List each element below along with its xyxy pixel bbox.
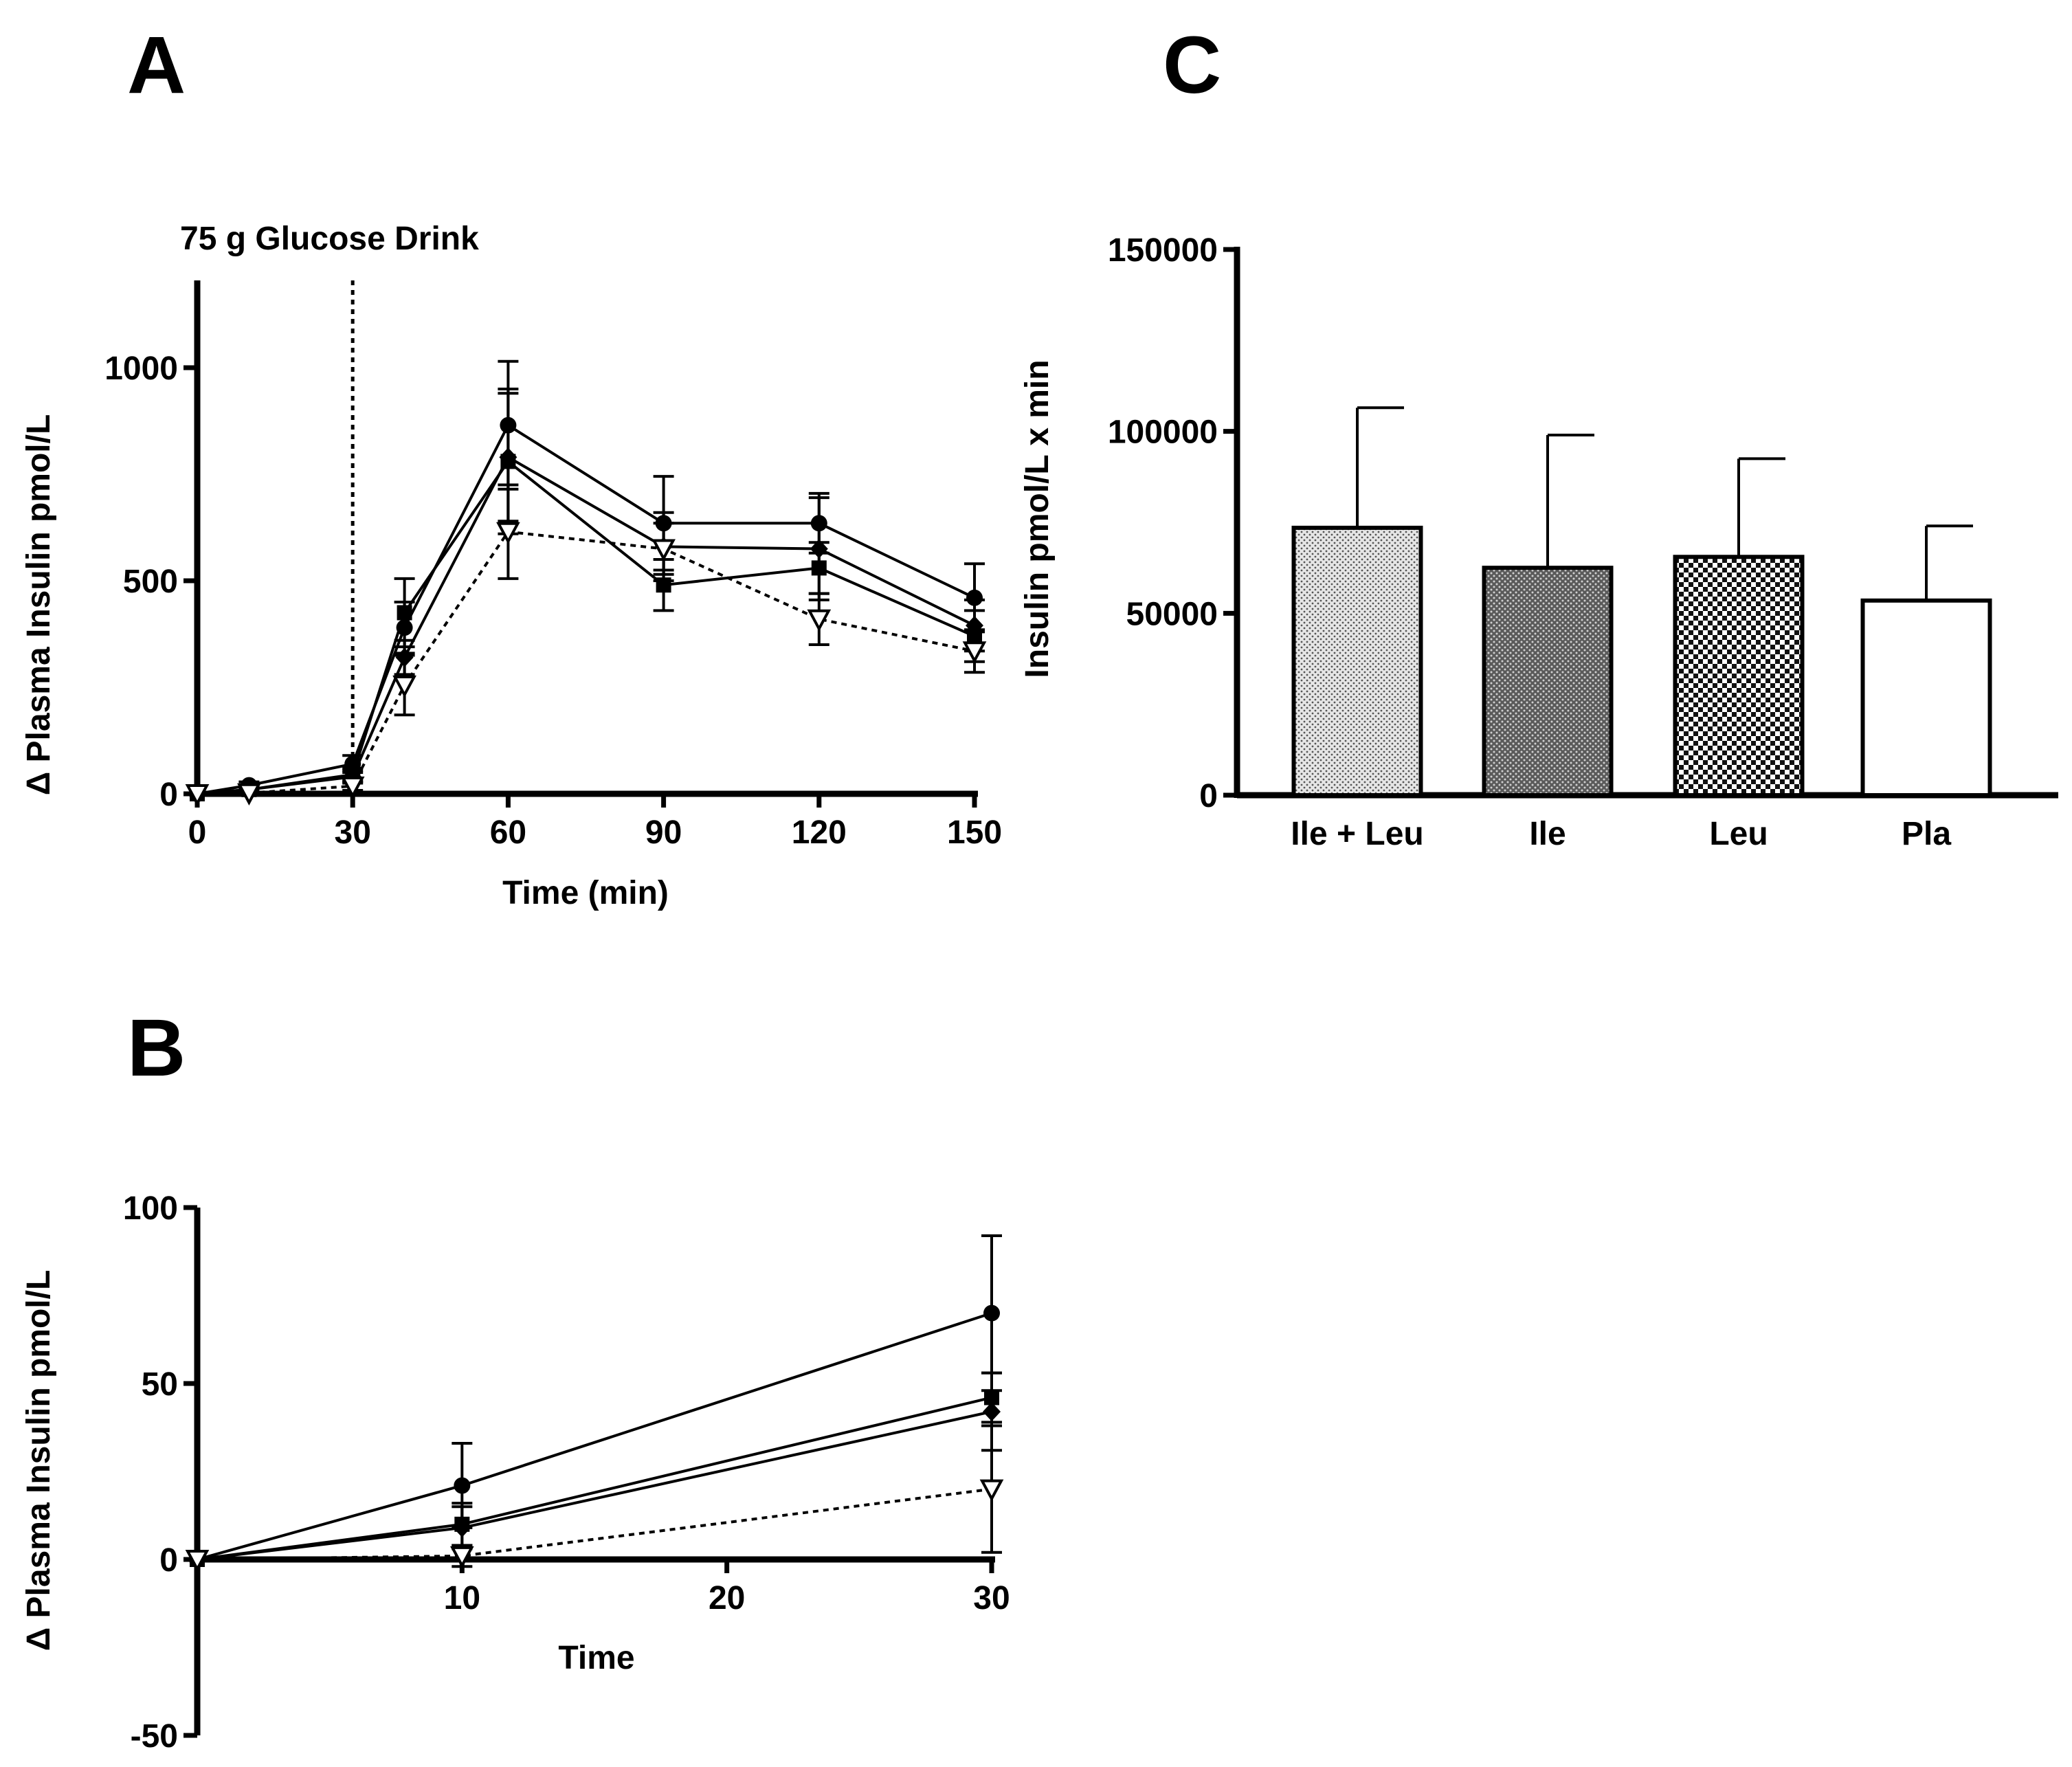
panel-c-chart: Insulin pmol/L x min 0 50000 100000 150000 I… — [1019, 232, 2058, 852]
panel-b-y-tick-label: 0 — [159, 1542, 178, 1579]
panel-a-series-1-point — [655, 515, 672, 532]
panel-b-series-3-point — [453, 1518, 471, 1537]
panel-a-series-2-line — [197, 459, 975, 795]
panel-a-series-4-point — [392, 675, 416, 698]
panel-c-x-tick-label: Ile + Leu — [1291, 816, 1423, 852]
panel-b-series-1-point — [454, 1477, 471, 1494]
panel-label-a: A — [127, 20, 186, 111]
panel-a-series-1-point — [396, 619, 413, 636]
panel-b-series-4-point — [979, 1479, 1004, 1502]
panel-b-series-2-point — [984, 1390, 999, 1405]
panel-a-series-2-point — [656, 577, 671, 593]
panel-b-series-2-line — [197, 1396, 992, 1561]
panel-a-x-tick-label: 60 — [490, 814, 526, 851]
panel-b-x-tick-label: 10 — [444, 1580, 480, 1616]
panel-a-series-1-point — [810, 515, 827, 532]
panel-b-chart: Time Δ Plasma Insulin pmol/L -50 0 50 100 10… — [21, 1190, 1010, 1755]
panel-a-series-3-point — [499, 447, 517, 467]
panel-b-series-4-point — [185, 1550, 210, 1572]
panel-c-y-tick-label: 150000 — [1108, 232, 1218, 269]
panel-a-series-3-point — [810, 539, 828, 559]
panel-label-c: C — [1163, 20, 1221, 111]
panel-a-series-4-point — [185, 784, 210, 807]
panel-a-series-4-point — [237, 783, 261, 805]
panel-b-x-tick-label: 20 — [709, 1580, 745, 1616]
panel-a-x-tick-label: 30 — [335, 814, 371, 851]
panel-b-x-tick-label: 30 — [973, 1580, 1010, 1616]
panel-c-x-tick-label: Pla — [1902, 816, 1951, 852]
panel-a-y-tick-label: 0 — [159, 777, 178, 813]
panel-a-series-3-point — [395, 647, 414, 667]
panel-c-y-tick-label: 100000 — [1108, 414, 1218, 451]
panel-c-bar — [1860, 598, 1992, 797]
panel-a-x-tick-label: 120 — [792, 814, 847, 851]
panel-c-bar — [1673, 555, 1805, 798]
panel-a-series-1-point — [500, 416, 517, 434]
panel-c-x-tick-label: Ile — [1529, 816, 1566, 852]
panel-b-series-4-line — [197, 1487, 992, 1561]
panel-a-series-3-point — [966, 616, 983, 636]
panel-c-bar — [1291, 525, 1423, 797]
panel-a-series-4-point — [962, 641, 987, 664]
panel-a-y-tick-label: 1000 — [104, 351, 178, 387]
panel-a-x-tick-label: 0 — [188, 814, 207, 851]
panel-a-series-4-point — [340, 776, 365, 799]
panel-a-x-axis-title: Time (min) — [502, 875, 669, 911]
panel-b-x-axis-title: Time — [558, 1640, 634, 1676]
panel-b-series-4-point — [449, 1546, 474, 1569]
panel-a-series-4-point — [807, 609, 832, 632]
panel-a-series-2-point — [811, 560, 827, 576]
panel-a-series-1-line — [197, 423, 975, 795]
panel-a-series-2-point — [397, 605, 412, 621]
panel-b-series-1-point — [983, 1304, 1000, 1322]
panel-a-series-3-line — [197, 455, 975, 795]
panel-label-b: B — [127, 1003, 186, 1093]
panel-a-y-axis-title: Δ Plasma Insulin pmol/L — [21, 414, 57, 796]
panel-a-series-4-point — [651, 539, 676, 562]
panel-c-bar — [1482, 566, 1614, 798]
panel-b-y-tick-label: 50 — [142, 1366, 178, 1403]
panel-a-series-4-point — [496, 522, 520, 544]
panel-a-x-tick-label: 90 — [645, 814, 682, 851]
panel-c-x-tick-label: Leu — [1709, 816, 1768, 852]
panel-c-y-tick-label: 0 — [1199, 778, 1218, 814]
panel-a-chart: 75 g Glucose Drink Time (min) Δ Plasma I… — [21, 221, 1002, 911]
panel-b-series-3-line — [197, 1410, 992, 1561]
panel-a-series-2-point — [967, 628, 982, 644]
panel-a-series-4-line — [197, 530, 975, 795]
panel-a-series-1-point — [966, 589, 983, 606]
panel-b-series-1-line — [197, 1311, 992, 1561]
panel-c-y-tick-label: 50000 — [1126, 596, 1218, 632]
panel-b-y-tick-label: -50 — [131, 1718, 178, 1755]
glucose-drink-annotation: 75 g Glucose Drink — [180, 221, 479, 257]
panel-b-y-axis-title: Δ Plasma Insulin pmol/L — [21, 1270, 57, 1652]
panel-c-y-axis-title: Insulin pmol/L x min — [1019, 359, 1056, 678]
panel-b-y-tick-label: 100 — [123, 1190, 178, 1227]
panel-a-x-tick-label: 150 — [947, 814, 1002, 851]
panel-b-series-3-point — [983, 1401, 1001, 1421]
panel-a-y-tick-label: 500 — [123, 564, 178, 600]
